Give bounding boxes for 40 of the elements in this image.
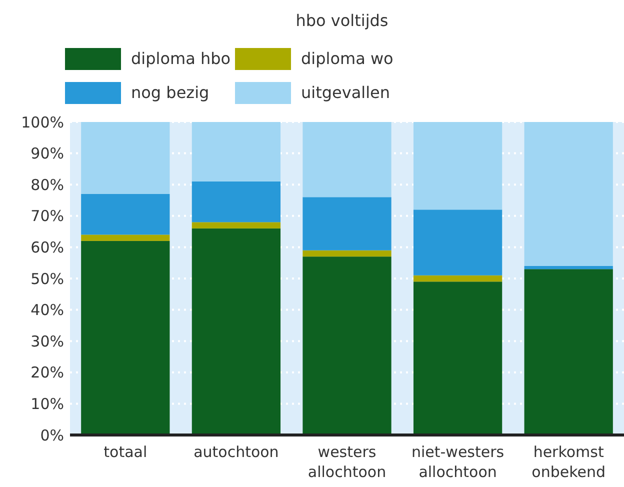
bar: [413, 282, 502, 435]
y-tick-label: 30%: [30, 332, 64, 350]
y-tick-label: 50%: [30, 270, 64, 288]
legend-label: uitgevallen: [301, 83, 390, 102]
y-tick-label: 70%: [30, 207, 64, 226]
bar: [524, 122, 613, 266]
bar: [81, 122, 170, 194]
y-tick-label: 90%: [30, 144, 64, 163]
bar: [524, 266, 613, 270]
bar: [413, 275, 502, 282]
bar: [524, 269, 613, 435]
y-tick-label: 20%: [30, 364, 64, 382]
x-tick-label: niet-westers allochtoon: [411, 443, 504, 481]
bar: [413, 210, 502, 276]
bar: [302, 256, 392, 435]
chart-title: hbo voltijds: [296, 11, 388, 30]
x-tick-label: westers allochtoon: [308, 443, 386, 481]
bar: [81, 194, 170, 235]
y-tick-label: 100%: [21, 113, 64, 132]
y-tick-label: 0%: [40, 426, 64, 444]
bar: [81, 240, 170, 435]
bar: [413, 122, 502, 210]
legend-label: nog bezig: [131, 83, 210, 102]
bar: [302, 197, 392, 250]
y-tick-label: 10%: [30, 394, 64, 413]
x-tick-label: autochtoon: [194, 443, 279, 461]
bar: [81, 234, 170, 241]
bar: [302, 250, 392, 257]
bar: [192, 222, 281, 228]
y-tick-label: 80%: [30, 176, 64, 194]
x-tick-label: herkomst onbekend: [532, 443, 606, 481]
y-tick-label: 60%: [30, 238, 64, 256]
legend-label: diploma wo: [301, 49, 394, 68]
legend-label: diploma hbo: [131, 49, 231, 68]
y-tick-label: 40%: [30, 301, 64, 320]
bar: [192, 181, 281, 222]
bar: [192, 228, 281, 435]
bar: [192, 122, 281, 182]
x-tick-label: totaal: [104, 443, 148, 461]
bar: [302, 122, 392, 198]
